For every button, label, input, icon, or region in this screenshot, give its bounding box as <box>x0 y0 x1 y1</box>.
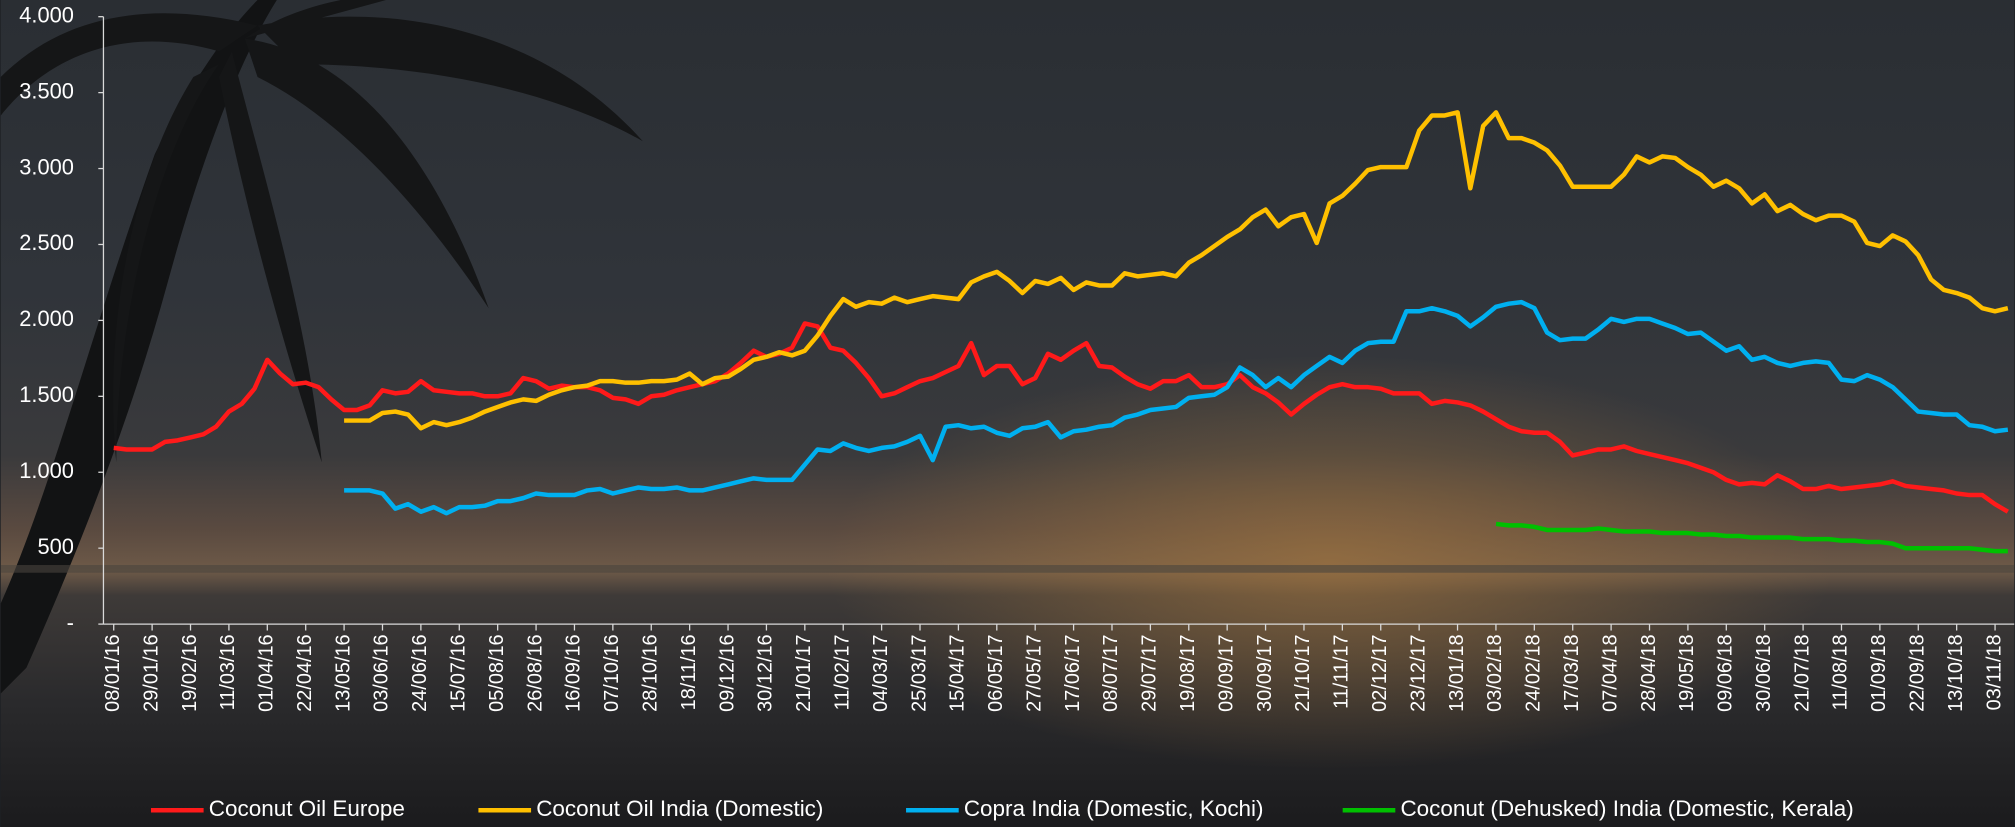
x-tick-label: 18/11/16 <box>678 634 700 710</box>
x-tick-label: 13/01/18 <box>1446 634 1468 711</box>
page: {"chart_data": { "type": "line", "catego… <box>0 0 2015 827</box>
x-tick-label: 29/01/16 <box>140 634 162 711</box>
x-tick-label: 09/09/17 <box>1215 634 1237 711</box>
y-tick-label: 2.000 <box>19 306 74 331</box>
y-tick-label: 2.500 <box>19 230 74 255</box>
legend-label: Coconut Oil India (Domestic) <box>536 796 823 821</box>
legend-label: Coconut Oil Europe <box>209 796 405 821</box>
x-tick-label: 04/03/17 <box>870 634 892 711</box>
y-tick-label: 3.500 <box>19 78 74 103</box>
y-tick-label: 3.000 <box>19 154 74 179</box>
x-tick-label: 29/07/17 <box>1139 634 1161 711</box>
x-tick-label: 25/03/17 <box>908 634 930 711</box>
x-tick-label: 05/08/16 <box>486 634 508 711</box>
y-tick-label: 1.500 <box>19 382 74 407</box>
x-tick-label: 19/05/18 <box>1676 634 1698 711</box>
x-tick-label: 11/03/16 <box>217 634 239 710</box>
x-tick-label: 07/04/18 <box>1599 634 1621 711</box>
x-tick-label: 08/01/16 <box>102 634 124 711</box>
x-tick-label: 11/02/17 <box>831 634 853 710</box>
x-tick-label: 23/12/17 <box>1407 634 1429 711</box>
x-tick-label: 01/04/16 <box>256 634 278 711</box>
x-tick-label: 11/08/18 <box>1830 634 1852 710</box>
x-tick-label: 15/04/17 <box>947 634 969 711</box>
x-tick-label: 08/07/17 <box>1100 634 1122 711</box>
x-tick-label: 22/04/16 <box>294 634 316 711</box>
x-tick-label: 21/01/17 <box>793 634 815 711</box>
x-tick-label: 21/07/18 <box>1791 634 1813 711</box>
x-tick-label: 03/11/18 <box>1983 634 2005 710</box>
x-tick-label: 02/12/17 <box>1369 634 1391 711</box>
chart: - 500 1.000 1.500 2.000 2.500 3.000 3.500 4.000 0… <box>0 0 2015 827</box>
x-tick-label: 19/08/17 <box>1177 634 1199 711</box>
legend-label: Coconut (Dehusked) India (Domestic, Kera… <box>1400 796 1853 821</box>
x-tick-label: 09/06/18 <box>1715 634 1737 711</box>
x-tick-label: 17/06/17 <box>1062 634 1084 711</box>
x-tick-label: 21/10/17 <box>1292 634 1314 711</box>
y-tick-label: 500 <box>37 534 73 559</box>
x-tick-label: 16/09/16 <box>563 634 585 711</box>
x-tick-label: 19/02/16 <box>179 634 201 711</box>
x-tick-label: 03/06/16 <box>371 634 393 711</box>
x-tick-label: 13/10/18 <box>1945 634 1967 711</box>
x-tick-label: 30/12/16 <box>755 634 777 711</box>
x-tick-label: 07/10/16 <box>601 634 623 711</box>
y-tick-label: 4.000 <box>19 2 74 27</box>
x-tick-label: 01/09/18 <box>1868 634 1890 711</box>
x-tick-label: 27/05/17 <box>1023 634 1045 711</box>
x-tick-label: 24/06/16 <box>409 634 431 711</box>
x-tick-label: 15/07/16 <box>448 634 470 711</box>
x-tick-label: 28/04/18 <box>1638 634 1660 711</box>
x-tick-label: 22/09/18 <box>1907 634 1929 711</box>
x-tick-label: 24/02/18 <box>1523 634 1545 711</box>
x-tick-label: 09/12/16 <box>716 634 738 711</box>
x-tick-label: 06/05/17 <box>985 634 1007 711</box>
x-tick-label: 17/03/18 <box>1561 634 1583 711</box>
x-tick-label: 13/05/16 <box>332 634 354 711</box>
y-tick-label: - <box>67 610 74 635</box>
horizon <box>1 565 2015 573</box>
x-tick-label: 30/06/18 <box>1753 634 1775 711</box>
x-tick-label: 26/08/16 <box>524 634 546 711</box>
legend-label: Copra India (Domestic, Kochi) <box>964 796 1264 821</box>
x-tick-label: 03/02/18 <box>1484 634 1506 711</box>
x-tick-label: 30/09/17 <box>1254 634 1276 711</box>
x-tick-label: 11/11/17 <box>1331 634 1353 708</box>
y-tick-label: 1.000 <box>19 458 74 483</box>
x-tick-label: 28/10/16 <box>639 634 661 711</box>
